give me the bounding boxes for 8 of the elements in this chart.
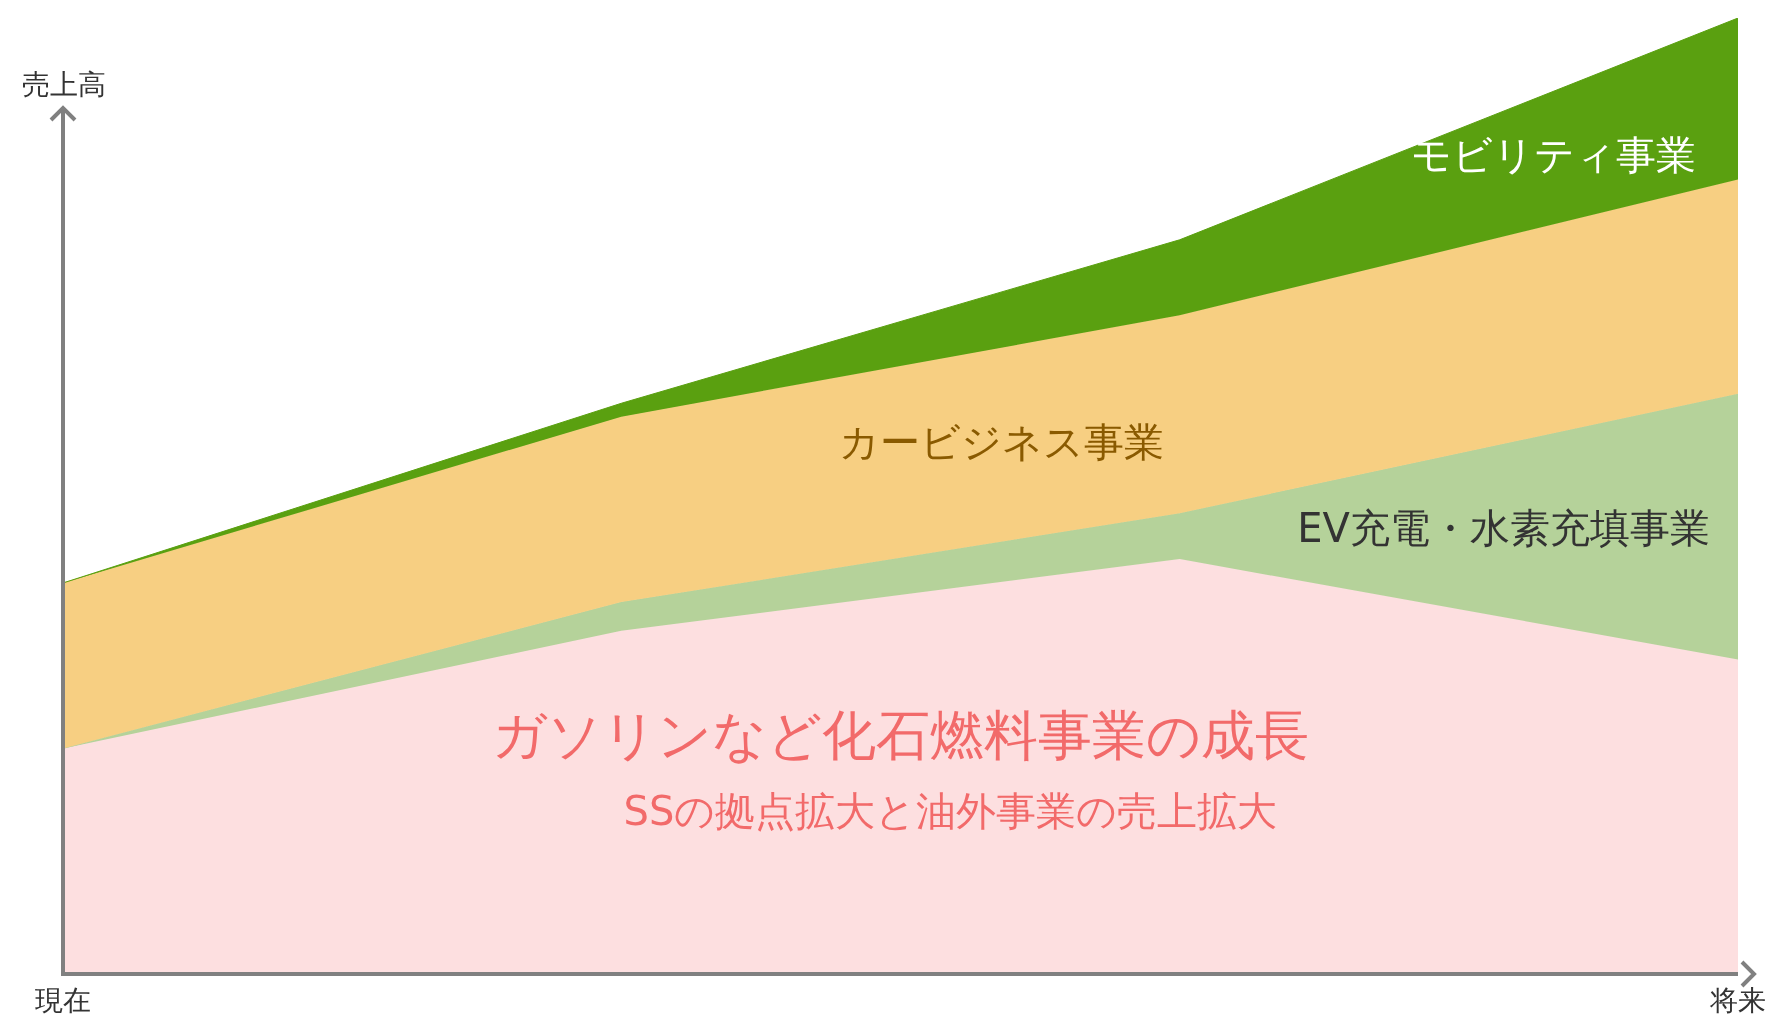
series-label: モビリティ事業	[1411, 131, 1697, 178]
x-tick-label: 現在	[35, 983, 91, 1017]
x-tick-label: 将来	[1709, 983, 1766, 1017]
series-label: ガソリンなど化石燃料事業の成長	[492, 703, 1309, 767]
y-axis-title: 売上高	[22, 67, 106, 103]
series-label: カービジネス事業	[838, 418, 1164, 465]
series-label: EV充電・水素充填事業	[1297, 504, 1710, 551]
annotation: SSの拠点拡大と油外事業の売上拡大	[623, 787, 1278, 834]
